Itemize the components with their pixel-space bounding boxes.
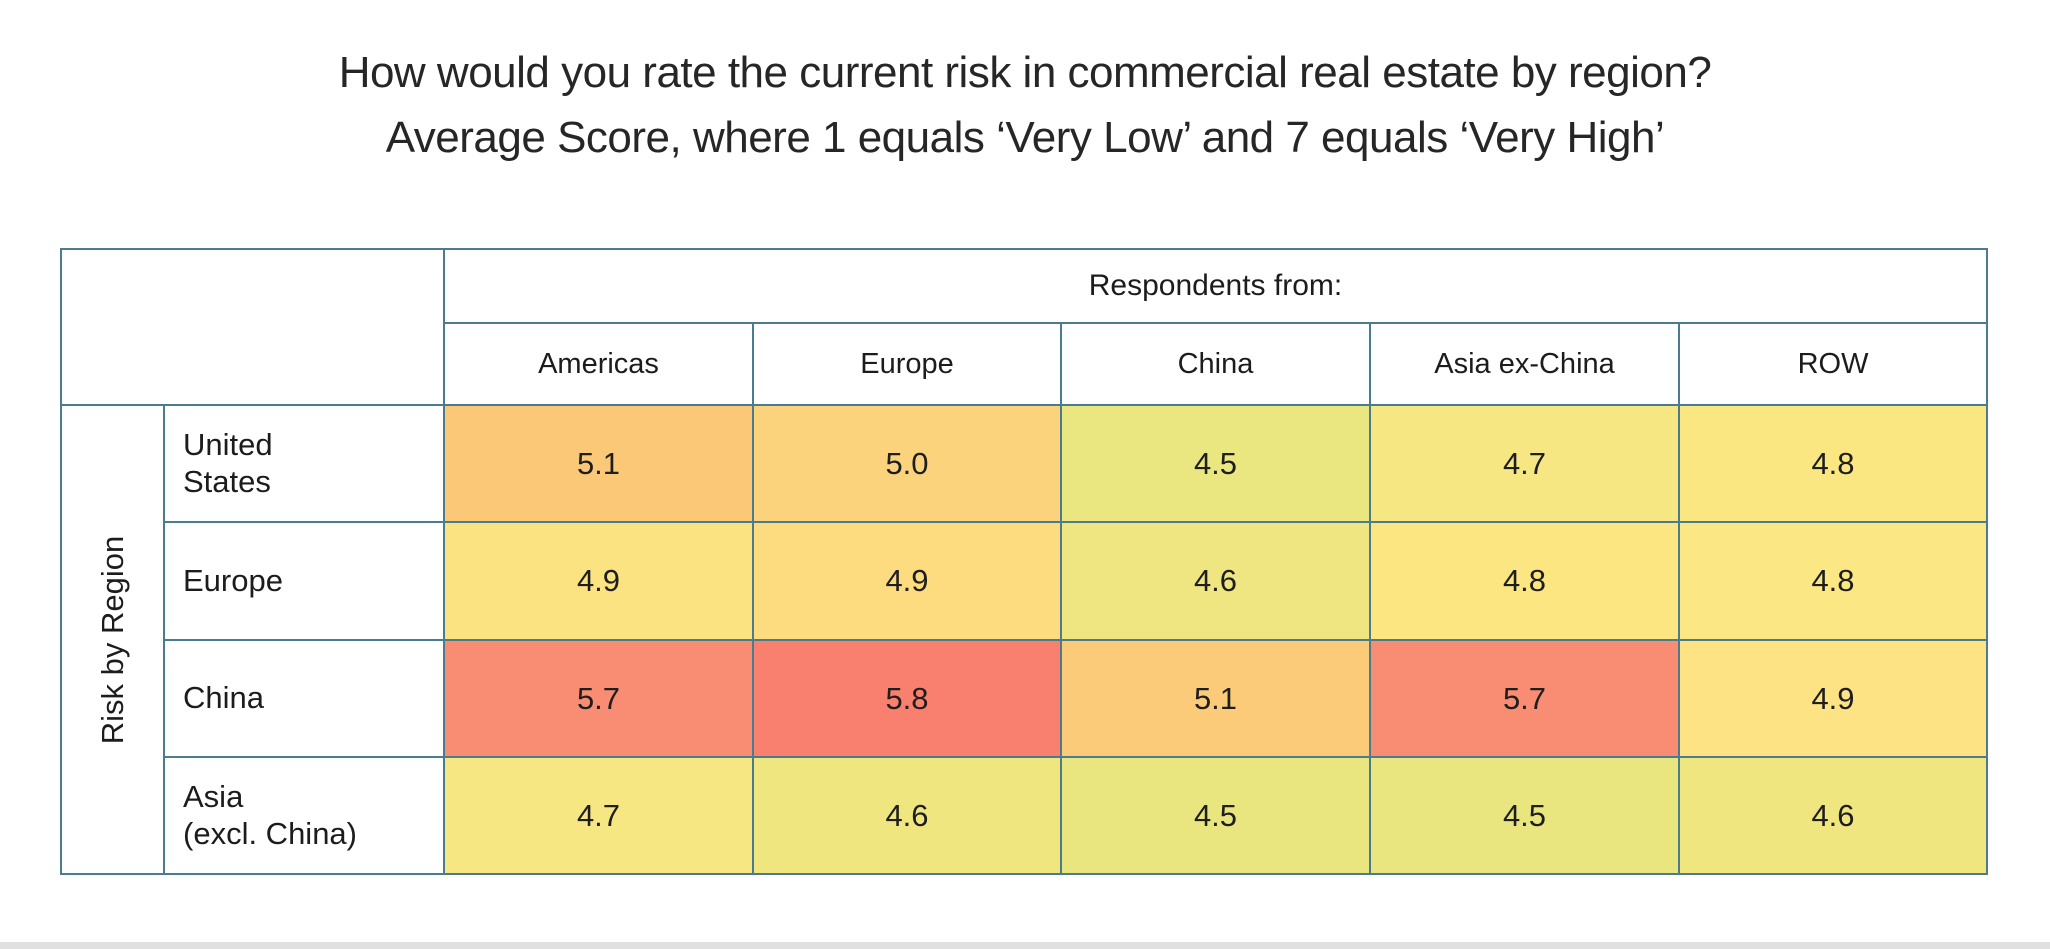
table-row-united-states: Risk by Region United States 5.1 5.0 4.5… [60,404,1988,875]
heatmap-cell: 5.7 [1369,639,1680,758]
column-header-row: Americas Europe China Asia ex-China ROW [61,322,1988,406]
table-row-europe: Europe 4.9 4.9 4.6 4.8 4.8 [61,521,1988,641]
table-row-china: China 5.7 5.8 5.1 5.7 4.9 [61,639,1988,758]
heatmap-cell: 4.9 [443,521,754,641]
blank-corner-cell [60,248,445,406]
bottom-edge-bar [0,942,2050,949]
heatmap-cell: 4.5 [1369,756,1680,875]
heatmap-cell: 4.9 [1678,639,1988,758]
row-label-united-states: United States [163,404,445,523]
chart-title-line2: Average Score, where 1 equals ‘Very Low’… [385,113,1665,163]
heatmap-cell: 5.1 [1060,639,1371,758]
column-header-americas: Americas [443,322,754,406]
chart-title-line1: How would you rate the current risk in c… [338,48,1712,97]
row-label-line2: (excl. China) [183,815,357,851]
column-header-europe: Europe [752,322,1062,406]
row-label-europe: Europe [163,521,445,641]
row-label-line1: Europe [183,562,283,598]
heatmap-cell: 4.6 [1678,756,1988,875]
row-label-china: China [163,639,445,758]
heatmap-cell: 5.7 [443,639,754,758]
risk-by-region-axis-text: Risk by Region [94,535,130,744]
heatmap-cell: 4.7 [1369,404,1680,523]
column-header-asia-ex-china: Asia ex-China [1369,322,1680,406]
heatmap-cell: 4.6 [752,756,1062,875]
row-label-line1: Asia [183,778,244,814]
heatmap-cell: 4.8 [1678,404,1988,523]
heatmap-table: Respondents from: Americas Europe China … [60,248,1988,875]
heatmap-cell: 4.8 [1678,521,1988,641]
row-label-line1: United [183,426,273,462]
row-label-line2: States [183,463,271,499]
column-header-china: China [1060,322,1371,406]
respondents-header-row: Respondents from: [60,248,1988,406]
heatmap-cell: 4.7 [443,756,754,875]
row-label-line1: China [183,680,264,716]
heatmap-cell: 5.0 [752,404,1062,523]
risk-by-region-axis-label: Risk by Region [60,404,165,875]
heatmap-cell: 4.8 [1369,521,1680,641]
heatmap-cell: 4.5 [1060,756,1371,875]
column-header-row-region: ROW [1678,322,1988,406]
row-label-asia-excl-china: Asia (excl. China) [163,756,445,875]
heatmap-cell: 5.1 [443,404,754,523]
heatmap-cell: 4.6 [1060,521,1371,641]
table-row-asia-excl-china: Asia (excl. China) 4.7 4.6 4.5 4.5 4.6 [61,756,1988,875]
heatmap-cell: 5.8 [752,639,1062,758]
chart-title: How would you rate the current risk in c… [0,40,2050,170]
heatmap-cell: 4.9 [752,521,1062,641]
respondents-from-header: Respondents from: [443,248,1988,324]
heatmap-cell: 4.5 [1060,404,1371,523]
